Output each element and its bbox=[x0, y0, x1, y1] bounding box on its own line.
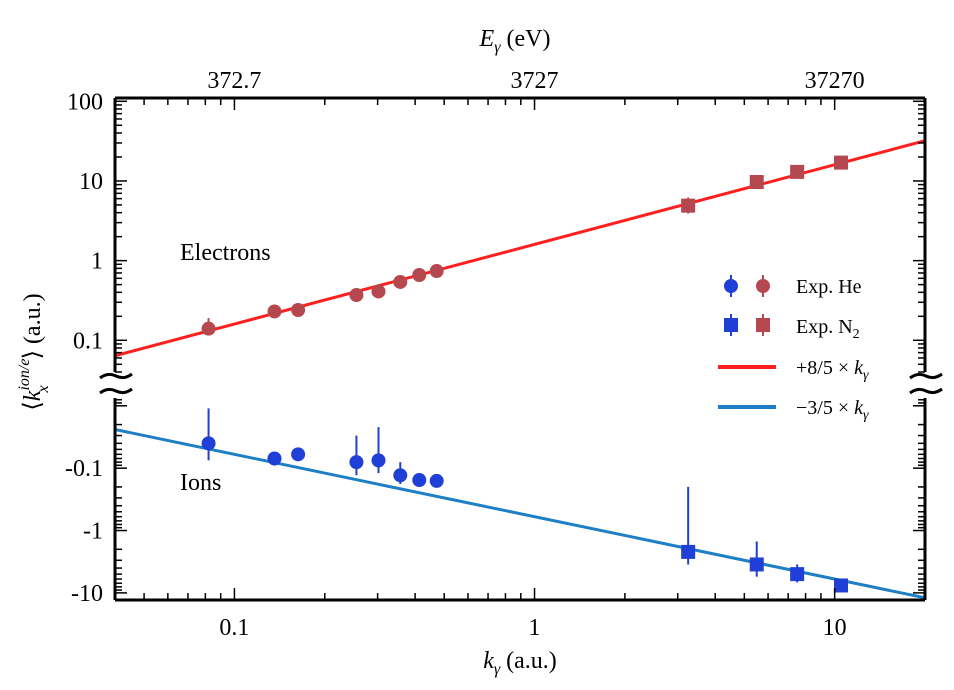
data-point-upper-circle-6 bbox=[412, 268, 427, 283]
data-point-upper-circle-0 bbox=[201, 321, 216, 336]
data-point-upper-circle-4 bbox=[371, 284, 386, 299]
plot-layer bbox=[115, 139, 925, 600]
data-point-lower-square-2 bbox=[790, 567, 805, 582]
data-point-lower-circle-5 bbox=[393, 468, 408, 483]
data-point-upper-circle-7 bbox=[429, 264, 444, 279]
y-lower-tick-label: -10 bbox=[71, 581, 103, 607]
legend-label-exp-n2: Exp. N2 bbox=[796, 316, 860, 342]
data-point-upper-square-1 bbox=[749, 175, 764, 190]
data-point-lower-circle-4 bbox=[371, 453, 386, 468]
x-axis-title-var: k bbox=[483, 648, 494, 674]
legend-label-ion-fit-main: −3/5 × bbox=[796, 397, 854, 419]
legend-entry-exp-n2: Exp. N2 bbox=[724, 314, 860, 342]
legend: Exp. He Exp. N2 +8/5 × kγ −3/5 × kγ bbox=[718, 275, 869, 423]
break-mark-right-1 bbox=[909, 372, 943, 380]
x-axis-title: kγ (a.u.) bbox=[483, 648, 557, 678]
break-mark-left-2 bbox=[99, 387, 133, 395]
legend-label-electron-fit: +8/5 × kγ bbox=[796, 357, 869, 383]
x-tick-label: 1 bbox=[529, 615, 541, 641]
data-point-upper-circle-5 bbox=[393, 274, 408, 289]
legend-entry-electron-fit: +8/5 × kγ bbox=[718, 357, 869, 383]
data-point-lower-circle-0 bbox=[201, 436, 216, 451]
x-top-axis-title-unit: (eV) bbox=[501, 26, 551, 52]
data-point-upper-circle-2 bbox=[291, 303, 306, 318]
axis-break-marks bbox=[99, 372, 943, 395]
data-point-lower-circle-6 bbox=[412, 473, 427, 488]
x-axis-title-unit: (a.u.) bbox=[500, 648, 557, 674]
annotation-ions: Ions bbox=[180, 470, 221, 496]
legend-entry-ion-fit: −3/5 × kγ bbox=[718, 397, 869, 423]
x-top-axis-title-sub: γ bbox=[494, 39, 501, 56]
legend-label-exp-n2-sub: 2 bbox=[853, 327, 860, 342]
x-axis-title-sub: γ bbox=[494, 661, 501, 678]
x-tick-label: 0.1 bbox=[219, 615, 249, 641]
legend-label-exp-n2-main: Exp. N bbox=[796, 316, 853, 338]
x-top-axis-title: Eγ (eV) bbox=[479, 26, 551, 56]
y-lower-tick-label: -1 bbox=[83, 519, 103, 545]
legend-entry-exp-he: Exp. He bbox=[724, 275, 862, 298]
y-axis-title-sup: ion/e bbox=[16, 359, 33, 391]
data-point-lower-square-3 bbox=[834, 578, 849, 593]
break-mark-left-1 bbox=[99, 372, 133, 380]
x-top-tick-label: 372.7 bbox=[207, 68, 261, 94]
legend-label-electron-fit-sub: γ bbox=[863, 368, 869, 383]
y-axis-title-sub: x bbox=[35, 385, 52, 393]
legend-label-electron-fit-var: k bbox=[854, 357, 864, 379]
legend-label-exp-he: Exp. He bbox=[796, 276, 862, 298]
data-point-lower-circle-3 bbox=[349, 455, 364, 470]
fit-line-lower bbox=[115, 428, 925, 600]
x-top-tick-label: 37270 bbox=[805, 68, 865, 94]
y-upper-tick-label: 100 bbox=[67, 89, 103, 115]
legend-he-blue-marker bbox=[724, 279, 738, 293]
y-upper-tick-label: 0.1 bbox=[73, 328, 103, 354]
legend-label-ion-fit: −3/5 × kγ bbox=[796, 397, 869, 423]
break-mark-right-2 bbox=[909, 387, 943, 395]
data-point-lower-square-1 bbox=[749, 557, 764, 572]
data-point-lower-circle-7 bbox=[429, 473, 444, 488]
legend-label-ion-fit-var: k bbox=[854, 397, 864, 419]
y-axis-title: ⟨kion/e x ⟩ (a.u.) bbox=[16, 293, 52, 410]
y-upper-tick-label: 10 bbox=[79, 169, 103, 195]
y-lower-tick-label: -0.1 bbox=[65, 456, 103, 482]
y-upper-tick-label: 1 bbox=[91, 249, 103, 275]
annotation-electrons: Electrons bbox=[180, 240, 271, 266]
data-point-upper-square-3 bbox=[834, 155, 849, 170]
x-top-tick-label: 3727 bbox=[511, 68, 559, 94]
ticks-layer: 0.1 1 10 372.7 3727 37270 0.1 1 10 100 -0.1 -1 -10 bbox=[65, 68, 926, 641]
legend-n2-blue-marker bbox=[724, 318, 738, 332]
legend-label-ion-fit-sub: γ bbox=[863, 408, 869, 423]
y-axis-title-var: k bbox=[20, 390, 46, 401]
y-axis-title-open: ⟨ bbox=[20, 401, 46, 410]
x-tick-label: 10 bbox=[823, 615, 847, 641]
legend-n2-red-marker bbox=[756, 318, 770, 332]
fit-line-upper bbox=[115, 139, 925, 358]
data-point-lower-circle-2 bbox=[291, 447, 306, 462]
x-top-axis-title-var: E bbox=[479, 26, 495, 52]
data-point-upper-circle-3 bbox=[349, 288, 364, 303]
legend-he-red-marker bbox=[756, 279, 770, 293]
y-axis-title-close: ⟩ (a.u.) bbox=[20, 293, 46, 359]
data-point-lower-circle-1 bbox=[267, 451, 282, 466]
data-point-upper-square-0 bbox=[681, 198, 696, 213]
data-point-lower-square-0 bbox=[681, 544, 696, 559]
data-point-upper-circle-1 bbox=[267, 304, 282, 319]
data-point-upper-square-2 bbox=[790, 164, 805, 179]
legend-label-electron-fit-main: +8/5 × bbox=[796, 357, 854, 379]
